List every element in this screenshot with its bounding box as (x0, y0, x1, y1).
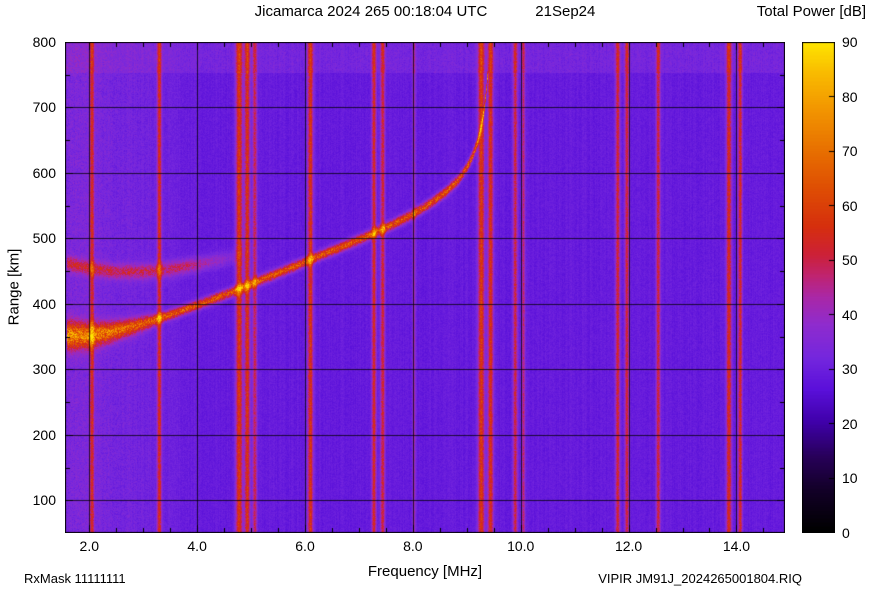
y-tick-label: 800 (32, 34, 56, 50)
plot-title: Jicamarca 2024 265 00:18:04 UTC (254, 3, 488, 20)
colorbar-tick-label: 30 (842, 361, 858, 378)
colorbar-tick-label: 10 (842, 470, 858, 487)
y-tick-label: 100 (32, 492, 56, 509)
colorbar-tick-label: 40 (842, 306, 858, 323)
colorbar-tick-label: 60 (842, 197, 858, 214)
y-tick-label: 200 (32, 426, 56, 443)
x-tick-label: 14.0 (722, 538, 751, 554)
x-tick-label: 6.0 (295, 538, 315, 554)
x-axis-label: Frequency [MHz] (367, 563, 483, 580)
y-tick-label: 600 (32, 164, 56, 181)
rxmask-label: RxMask 11111111 (24, 571, 126, 586)
colorbar-tick-label: 70 (842, 143, 858, 160)
y-tick-label: 500 (32, 230, 56, 247)
y-tick-label: 700 (32, 99, 56, 116)
y-tick-label: 400 (32, 295, 56, 312)
y-tick-label: 300 (32, 361, 56, 378)
colorbar-tick-label: 80 (842, 88, 858, 105)
y-axis-label: Range [km] (5, 248, 23, 326)
colorbar-tick-label: 20 (842, 415, 858, 432)
colorbar-canvas (802, 42, 835, 533)
colorbar-tick-label: 0 (842, 525, 850, 541)
x-tick-label: 12.0 (614, 538, 643, 554)
colorbar-title: Total Power [dB] (756, 3, 866, 20)
x-tick-label: 2.0 (79, 538, 99, 554)
colorbar-tick-label: 90 (842, 34, 858, 50)
title-row: Jicamarca 2024 265 00:18:04 UTC 21Sep24 (65, 3, 785, 20)
colorbar-tick-label: 50 (842, 252, 858, 269)
x-tick-label: 10.0 (507, 538, 535, 554)
file-label: VIPIR JM91J_2024265001804.RIQ (598, 571, 802, 586)
x-tick-label: 8.0 (403, 538, 423, 554)
x-tick-label: 4.0 (187, 538, 207, 554)
heatmap-canvas (65, 42, 785, 533)
plot-date: 21Sep24 (535, 3, 596, 20)
